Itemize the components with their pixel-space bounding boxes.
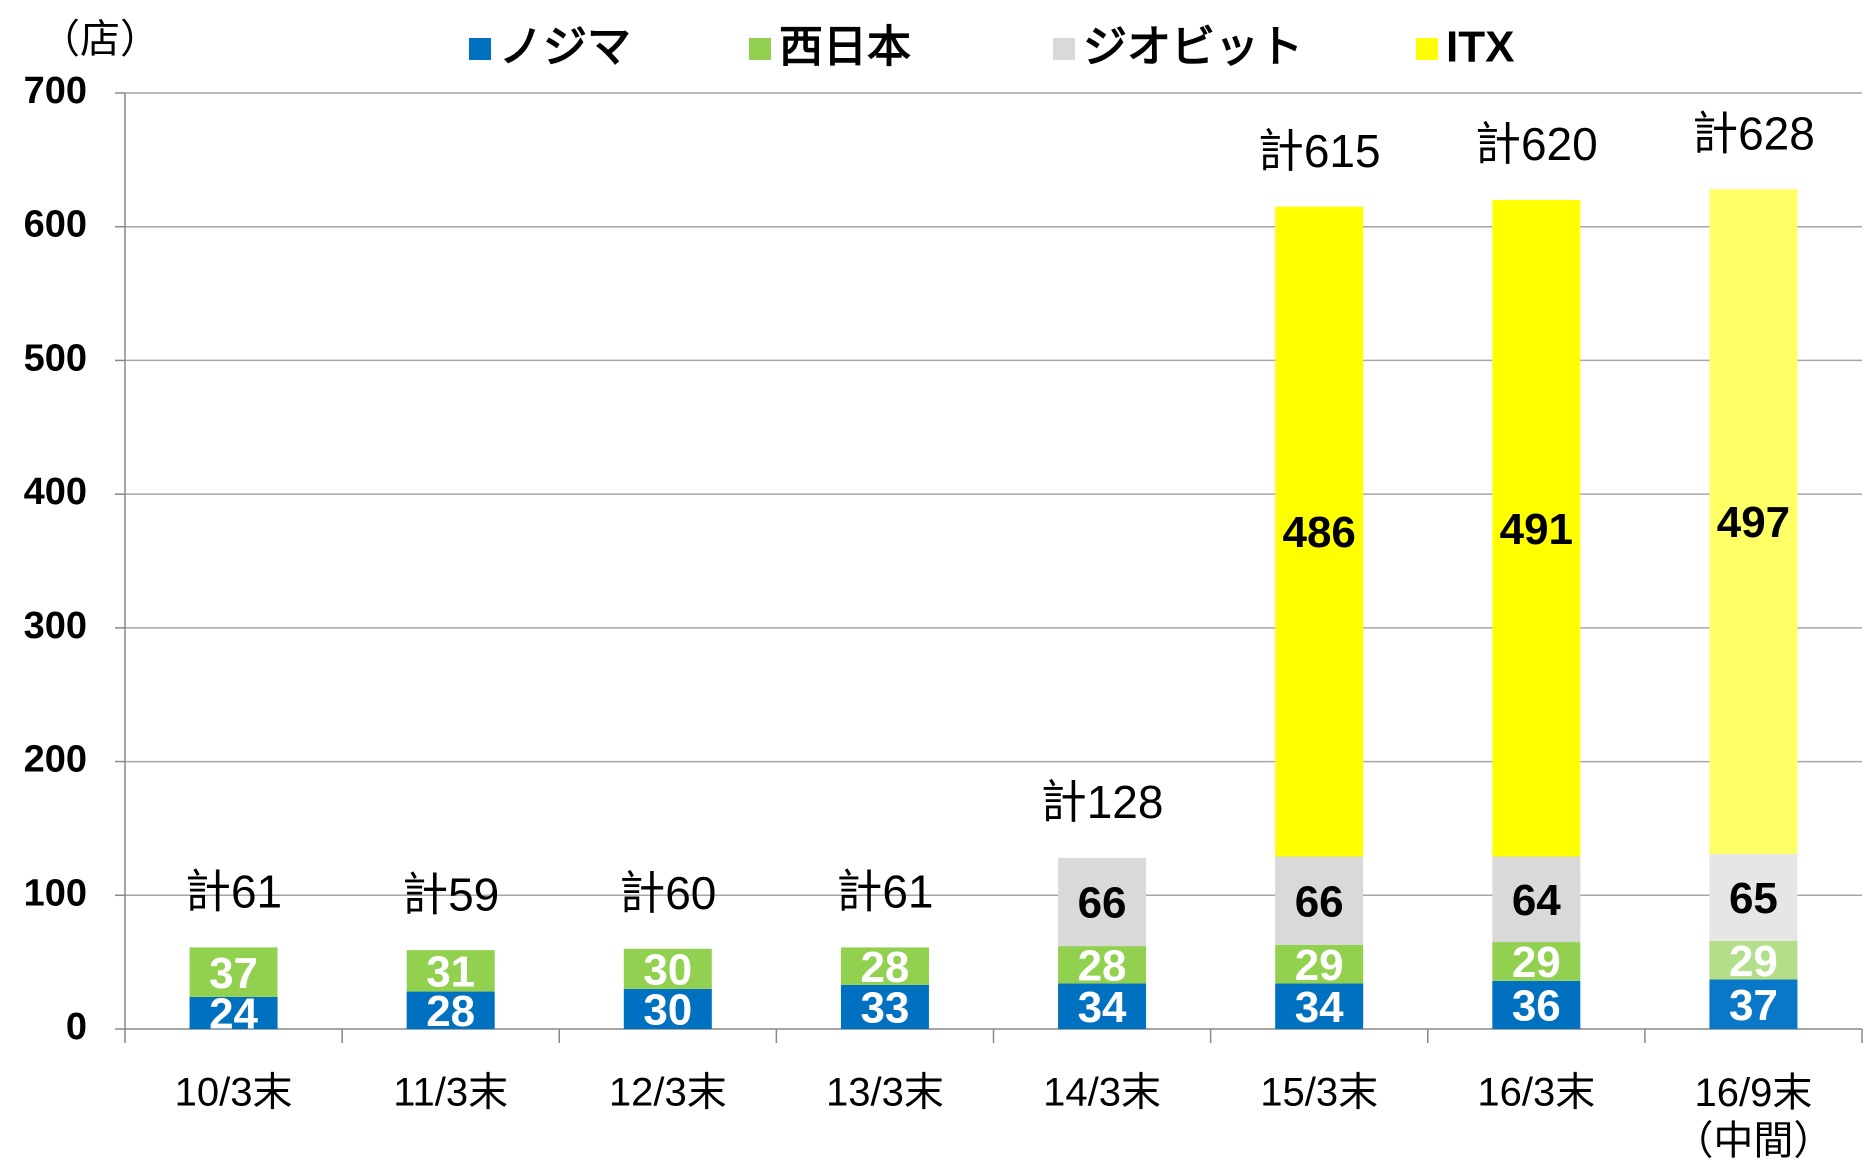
value-label: 30 xyxy=(643,986,692,1035)
value-label: 29 xyxy=(1512,938,1561,987)
bar-segment xyxy=(1709,189,1798,854)
bar-segment xyxy=(189,996,278,1029)
value-label: 497 xyxy=(1717,498,1790,547)
legend-label: ノジマ xyxy=(499,23,631,72)
value-label: 34 xyxy=(1295,983,1344,1032)
value-label: 66 xyxy=(1078,879,1127,928)
x-tick-label: 16/3末 xyxy=(1477,1071,1595,1115)
bar-segment xyxy=(1058,946,1147,984)
bar-segment xyxy=(1275,856,1364,945)
x-tick-label: 11/3末 xyxy=(393,1071,508,1115)
bar-segment xyxy=(1275,206,1364,857)
value-label: 28 xyxy=(860,943,909,992)
total-label: 計628 xyxy=(1692,107,1815,159)
y-tick-label: 300 xyxy=(24,605,87,647)
total-label: 計59 xyxy=(402,868,499,920)
value-label: 34 xyxy=(1078,983,1127,1032)
bar-segment xyxy=(1709,853,1798,941)
total-label: 計615 xyxy=(1258,125,1381,177)
total-label: 計61 xyxy=(185,866,282,918)
value-label: 29 xyxy=(1295,941,1344,990)
value-label: 64 xyxy=(1512,876,1561,925)
bar-segment xyxy=(1709,940,1798,980)
value-label: 30 xyxy=(643,945,692,994)
value-label: 66 xyxy=(1295,877,1344,926)
x-tick-label: 10/3末 xyxy=(175,1071,293,1115)
y-tick-label: 700 xyxy=(24,70,87,112)
y-axis-label: （店） xyxy=(40,18,160,62)
y-tick-label: 200 xyxy=(24,739,87,781)
bar-segment xyxy=(1492,199,1581,857)
x-tick-label: 15/3末 xyxy=(1260,1071,1378,1115)
legend-swatch xyxy=(1416,38,1438,60)
bar-segment xyxy=(406,950,495,992)
legend-label: ITX xyxy=(1446,23,1514,72)
bar-segment xyxy=(1492,980,1581,1029)
legend-swatch xyxy=(749,38,771,60)
total-label: 計620 xyxy=(1475,118,1598,170)
bar-segment xyxy=(1492,856,1581,943)
legend-swatch xyxy=(1053,38,1075,60)
y-tick-label: 500 xyxy=(24,337,87,379)
bar-segment xyxy=(623,948,712,989)
bar-segment xyxy=(1058,857,1147,947)
total-label: 計61 xyxy=(836,866,933,918)
bar-segment xyxy=(840,984,929,1029)
value-label: 33 xyxy=(860,984,909,1033)
total-label: 計60 xyxy=(619,867,716,919)
bar-segment xyxy=(406,991,495,1029)
value-label: 37 xyxy=(1729,981,1778,1030)
total-label: 計128 xyxy=(1041,776,1164,828)
bar-segment xyxy=(1058,983,1147,1029)
y-tick-label: 0 xyxy=(66,1006,87,1048)
x-tick-label: 12/3末 xyxy=(609,1071,727,1115)
x-tick-label: 14/3末 xyxy=(1043,1071,1161,1115)
bar-segment xyxy=(1492,942,1581,981)
legend-swatch xyxy=(469,38,491,60)
value-label: 491 xyxy=(1500,505,1573,554)
value-label: 28 xyxy=(426,987,475,1036)
value-label: 36 xyxy=(1512,982,1561,1031)
value-label: 486 xyxy=(1282,508,1355,557)
bar-segment xyxy=(1275,944,1364,984)
y-tick-label: 100 xyxy=(24,872,87,914)
legend-label: 西日本 xyxy=(779,23,911,72)
legend-label: ジオビット xyxy=(1083,23,1303,72)
value-label: 31 xyxy=(426,947,475,996)
y-tick-label: 600 xyxy=(24,204,87,246)
value-label: 24 xyxy=(209,990,258,1039)
bar-segment xyxy=(623,988,712,1029)
bar-segment xyxy=(189,947,278,997)
value-label: 29 xyxy=(1729,937,1778,986)
bar-segment xyxy=(1709,979,1798,1029)
x-tick-label: 13/3末 xyxy=(826,1071,944,1115)
value-label: 28 xyxy=(1078,941,1127,990)
bar-segment xyxy=(1275,983,1364,1029)
value-label: 65 xyxy=(1729,874,1778,923)
bar-segment xyxy=(840,947,929,985)
value-label: 37 xyxy=(209,949,258,998)
y-tick-label: 400 xyxy=(24,471,87,513)
x-tick-label: 16/9末（中間） xyxy=(1673,1071,1833,1163)
